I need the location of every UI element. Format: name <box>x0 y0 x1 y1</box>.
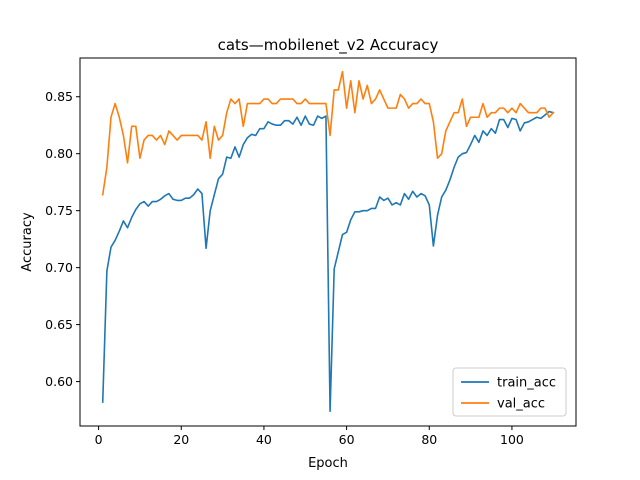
chart-title: cats—mobilenet_v2 Accuracy <box>218 36 439 55</box>
x-tick-label: 60 <box>339 432 355 447</box>
y-tick-label: 0.70 <box>45 260 73 275</box>
x-tick-label: 0 <box>95 432 103 447</box>
legend-label-val_acc: val_acc <box>497 397 545 412</box>
y-tick-label: 0.85 <box>45 89 73 104</box>
y-tick-label: 0.80 <box>45 146 73 161</box>
y-tick-label: 0.60 <box>45 374 73 389</box>
series-line-train_acc <box>101 110 555 412</box>
x-axis-label: Epoch <box>308 456 348 471</box>
plot-area: 0 20 40 60 80 100 0.60 0.65 0.70 0.75 0.80 0.85 trai… <box>45 57 577 447</box>
x-tick-label: 20 <box>173 432 189 447</box>
series-line-val_acc <box>101 70 555 196</box>
legend-label-train_acc: train_acc <box>497 376 556 391</box>
y-tick-label: 0.65 <box>45 317 73 332</box>
legend-box <box>452 367 567 417</box>
x-tick-label: 40 <box>256 432 272 447</box>
y-axis-label: Accuracy <box>20 212 35 272</box>
x-tick-label: 80 <box>421 432 437 447</box>
legend: train_acc val_acc <box>452 367 567 417</box>
x-tick-label: 100 <box>500 432 524 447</box>
y-tick-label: 0.75 <box>45 203 73 218</box>
plot-frame <box>79 57 577 427</box>
